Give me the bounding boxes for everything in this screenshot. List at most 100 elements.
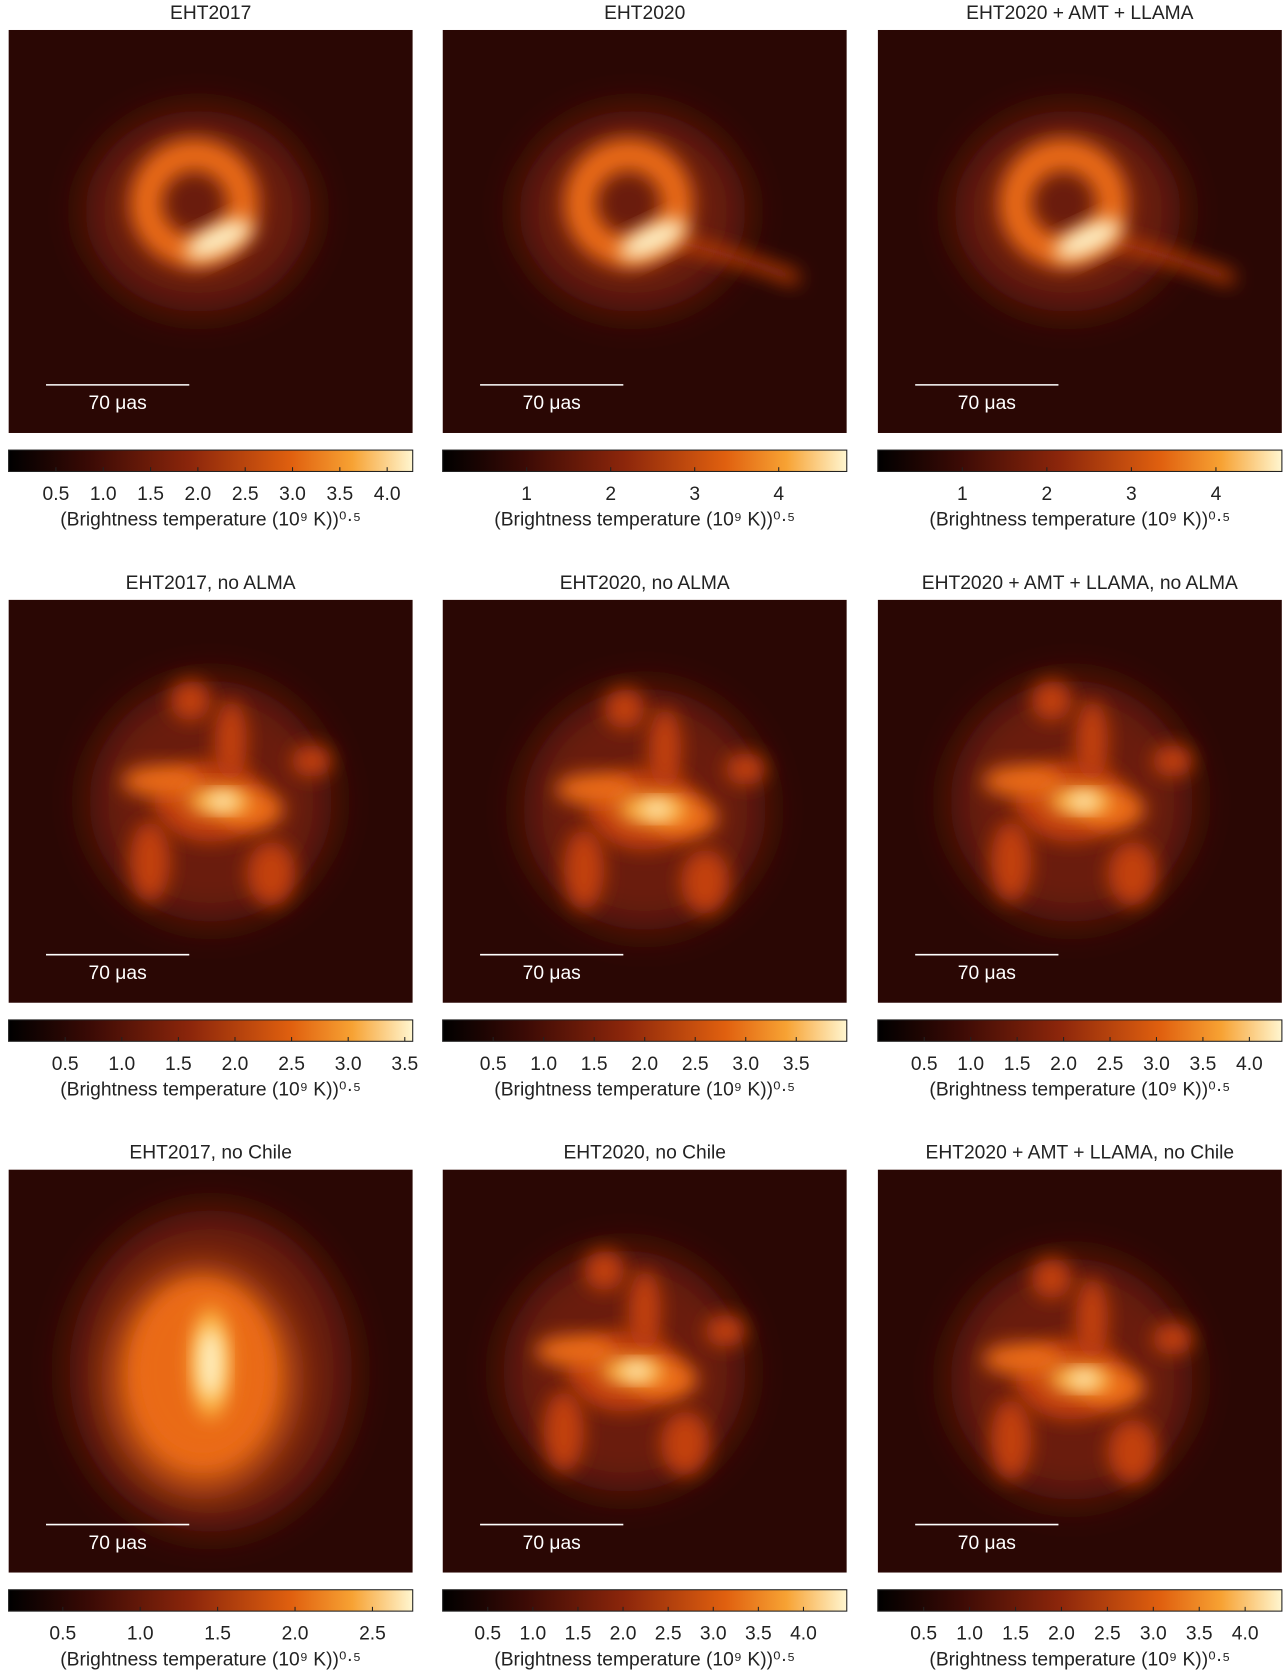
colorbar [8, 449, 414, 473]
colorbar-label: (Brightness temperature (10⁹ K))⁰·⁵ [929, 1080, 1230, 1101]
colorbar [8, 1019, 414, 1042]
emission [543, 1391, 585, 1472]
emission [681, 849, 730, 915]
colorbar-tick-label: 0.5 [43, 484, 70, 505]
colorbar-tick-label: 4 [1211, 484, 1222, 505]
colorbar-label: (Brightness temperature (10⁹ K))⁰·⁵ [494, 510, 795, 531]
emission [1031, 680, 1072, 721]
colorbar-tick-label: 1.0 [90, 484, 117, 505]
colorbar-tick-label: 1.0 [108, 1054, 135, 1075]
colorbar-tick-label: 0.5 [49, 1624, 76, 1645]
emission [584, 1250, 625, 1291]
image [442, 29, 847, 433]
colorbar [877, 1589, 1283, 1612]
colorbar-tick-label: 2.5 [359, 1624, 386, 1645]
colorbar [442, 1019, 848, 1042]
scale-bar-label: 70 μas [958, 963, 1016, 984]
colorbar-tick-label: 1.0 [530, 1054, 557, 1075]
scale-bar-label: 70 μas [523, 1533, 581, 1554]
halo [954, 110, 1181, 313]
scale-bar-label: 70 μas [958, 1533, 1016, 1554]
panel-title: EHT2017, no ALMA [126, 573, 296, 594]
emission [1152, 744, 1193, 778]
image-panel: 70 μas [877, 29, 1282, 433]
colorbar-label: (Brightness temperature (10⁹ K))⁰·⁵ [60, 1080, 361, 1101]
colorbar-tick-label: 4 [773, 484, 784, 505]
panel-title: EHT2020 [604, 3, 685, 24]
image-panel: 70 μas [877, 1169, 1282, 1573]
colorbar-tick-label: 2.5 [278, 1054, 305, 1075]
colorbar-label: (Brightness temperature (10⁹ K))⁰·⁵ [494, 1080, 795, 1101]
colorbar-tick-label: 2.5 [655, 1624, 682, 1645]
colorbar-tick-label: 3.5 [1190, 1054, 1217, 1075]
colorbar-tick-label: 4.0 [790, 1624, 817, 1645]
colorbar-tick-label: 1.0 [957, 1054, 984, 1075]
colorbar-tick-label: 2.0 [1050, 1054, 1077, 1075]
emission [198, 1326, 223, 1400]
colorbar [877, 449, 1283, 473]
colorbar-label: (Brightness temperature (10⁹ K))⁰·⁵ [929, 1649, 1230, 1670]
emission [705, 1314, 746, 1347]
colorbar-tick-label: 1.5 [1002, 1624, 1029, 1645]
colorbar-tick-label: 2.5 [1097, 1054, 1124, 1075]
colorbar [8, 1589, 414, 1612]
colorbar-tick-label: 2.0 [282, 1624, 309, 1645]
emission [620, 1363, 653, 1380]
image [442, 599, 847, 1003]
panel-title: EHT2020, no Chile [563, 1143, 726, 1164]
image [877, 29, 1282, 433]
emission [129, 821, 171, 903]
emission [990, 1399, 1032, 1480]
colorbar-tick-label: 1.0 [956, 1624, 983, 1645]
emission [1075, 700, 1109, 782]
colorbar-tick-label: 2 [605, 484, 616, 505]
scale-bar-label: 70 μas [523, 393, 581, 414]
colorbar-tick-label: 2.5 [1094, 1624, 1121, 1645]
colorbar-tick-label: 2.0 [1048, 1624, 1075, 1645]
emission [648, 708, 682, 790]
colorbar-tick-label: 3.0 [1143, 1054, 1170, 1075]
emission [535, 1334, 617, 1368]
colorbar-tick-label: 3.0 [732, 1054, 759, 1075]
emission [982, 1342, 1064, 1376]
colorbar-tick-label: 0.5 [474, 1624, 501, 1645]
colorbar-tick-label: 1 [957, 484, 968, 505]
image-panel: 70 μas [8, 29, 413, 433]
image-panel: 70 μas [442, 599, 847, 1003]
panel-title: EHT2017, no Chile [129, 1143, 292, 1164]
colorbar-tick-label: 3.5 [391, 1054, 418, 1075]
colorbar-tick-label: 1.5 [1004, 1054, 1031, 1075]
colorbar-tick-label: 3.0 [1140, 1624, 1167, 1645]
colorbar-tick-label: 0.5 [910, 1624, 937, 1645]
emission [206, 793, 239, 810]
ring-peak [185, 219, 253, 260]
image-panel: 70 μas [877, 599, 1282, 1003]
scale-bar-label: 70 μas [523, 963, 581, 984]
colorbar-tick-label: 2.0 [610, 1624, 637, 1645]
image [8, 29, 413, 433]
emission [628, 1270, 661, 1351]
image [8, 599, 413, 1003]
colorbar-tick-label: 3.5 [326, 484, 353, 505]
emission [640, 801, 673, 818]
colorbar-tick-label: 4.0 [1236, 1054, 1263, 1075]
emission [1108, 841, 1157, 907]
colorbar-tick-label: 0.5 [480, 1054, 507, 1075]
emission [121, 765, 203, 798]
scale-bar-label: 70 μas [89, 963, 147, 984]
emission [291, 744, 332, 778]
colorbar [442, 1589, 848, 1612]
colorbar-tick-label: 1.5 [204, 1624, 231, 1645]
colorbar-tick-label: 3 [1126, 484, 1137, 505]
scale-bar-label: 70 μas [958, 393, 1016, 414]
image-panel: 70 μas [8, 599, 413, 1003]
image-panel: 70 μas [442, 29, 847, 433]
emission [563, 829, 605, 911]
colorbar-tick-label: 3.0 [700, 1624, 727, 1645]
colorbar-tick-label: 1.5 [137, 484, 164, 505]
colorbar-tick-label: 0.5 [52, 1054, 79, 1075]
scale-bar-label: 70 μas [89, 393, 147, 414]
colorbar-tick-label: 2.0 [185, 484, 212, 505]
panel-title: EHT2020 + AMT + LLAMA, no Chile [926, 1143, 1235, 1164]
